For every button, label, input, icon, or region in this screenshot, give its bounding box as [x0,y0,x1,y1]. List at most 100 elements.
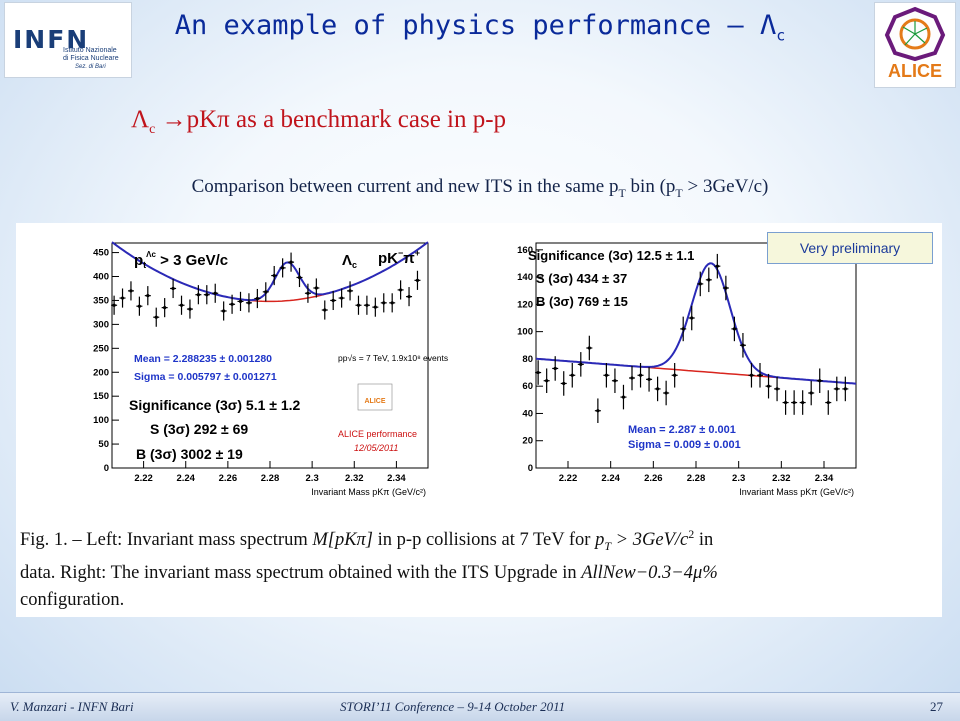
left-data-marker [146,294,150,298]
caption-text: in [694,530,714,551]
right-sigma-label: Sigma = 0.009 ± 0.001 [628,439,741,451]
left-ytick-label: 150 [93,391,109,402]
left-data-marker [289,260,293,264]
left-data-marker [213,291,217,295]
right-xlabel: Invariant Mass pKπ (GeV/c²) [739,487,854,497]
left-data-marker [314,286,318,290]
right-data-marker [766,384,771,388]
right-data-marker [792,400,796,405]
left-data-marker [196,293,200,297]
caption-text: data. Right: The invariant mass spectrum… [20,562,582,583]
left-data-marker [306,291,310,295]
right-ytick-label: 140 [517,272,533,283]
right-data-marker [758,373,762,377]
very-preliminary-badge: Very preliminary [767,232,933,264]
footer-bar: V. Manzari - INFN Bari STORI’11 Conferen… [0,692,960,721]
right-data-marker [647,377,651,381]
left-ytick-label: 200 [93,367,109,378]
right-data-marker [579,362,583,366]
left-date: 12/05/2011 [354,443,398,453]
subtitle-text: pKπ as a benchmark case in p-p [186,106,507,133]
left-xtick-label: 2.24 [176,473,195,484]
left-alice-logo-text: ALICE [365,398,386,405]
comparison-part: Comparison between current and new ITS i… [191,176,619,197]
left-ytick-label: 350 [93,295,109,306]
left-lambda-label: Λc [342,252,357,270]
right-xtick-label: 2.24 [601,473,620,484]
right-data-marker [587,346,591,350]
infn-logo-line: Sez. di Bari [75,64,106,70]
right-data-marker [698,282,702,286]
left-ptcut-label: ptΛc > 3 GeV/c [134,250,228,270]
left-xtick-label: 2.28 [261,473,280,484]
right-data-marker [604,373,609,377]
left-data-marker [205,293,209,297]
left-xtick-label: 2.22 [134,473,153,484]
left-data-marker [399,288,403,292]
left-data-marker [297,275,302,280]
right-signal-fit-line [535,262,857,385]
infn-logo-line: di Fisica Nucleare [63,55,119,62]
right-ytick-label: 40 [522,408,533,419]
caption-math: p [595,530,605,551]
left-data-marker [407,295,411,299]
slide-title-subscript: c [776,26,786,45]
right-ytick-label: 80 [522,354,533,365]
right-ytick-label: 100 [517,327,533,338]
right-chart-annotations: Significance (3σ) 12.5 ± 1.1 S (3σ) 434 … [528,248,854,497]
right-data-marker [656,387,660,391]
left-data-marker [348,289,352,293]
right-xtick-label: 2.26 [644,473,663,484]
right-data-marker [553,366,557,371]
footer-page-number: 27 [930,699,943,714]
subtitle: Λc →pKπ as a benchmark case in p-p [131,106,506,138]
left-data-marker [163,306,167,310]
left-xtick-label: 2.34 [387,473,406,484]
infn-logo-word: INFN [13,25,90,54]
infn-logo-line: Istituto Nazionale [63,47,117,54]
caption-text: configuration. [20,589,125,610]
right-data-marker [826,400,830,405]
caption-math: > 3GeV/c [611,530,689,551]
right-data-marker [673,373,677,377]
figure-panel: 2.22 2.24 2.26 2.28 2.3 2.32 2.34 0 20 40 60 80 100 1… [16,223,942,617]
right-significance-label: Significance (3σ) 12.5 ± 1.1 [528,248,694,263]
left-ytick-label: 300 [93,319,109,330]
right-data-marker [784,400,788,405]
right-data-marker [818,379,822,383]
right-data-marker [724,286,728,290]
left-data-marker [331,298,335,303]
comparison-subscript: T [675,185,683,200]
right-xtick-label: 2.28 [687,473,706,484]
alice-logo-word: ALICE [888,61,942,81]
right-ytick-label: 60 [522,381,533,392]
right-xtick-label: 2.22 [559,473,578,484]
right-data-marker [801,400,805,405]
left-ytick-label: 400 [93,272,109,283]
left-data-marker [365,303,369,307]
caption-text: Fig. 1. – Left: Invariant mass spectrum [20,530,313,551]
left-xlabel: Invariant Mass pKπ (GeV/c²) [311,487,426,497]
left-data-marker [382,301,386,305]
left-data-marker [264,290,268,294]
right-background-label: B (3σ) 769 ± 15 [536,294,628,309]
right-data-marker [681,327,685,331]
slide-title: An example of physics performance – Λc [0,10,960,44]
left-ytick-label: 250 [93,343,109,354]
footer-conference: STORI’11 Conference – 9-14 October 2011 [340,699,566,714]
left-ytick-label: 0 [104,463,109,474]
comparison-part: > 3GeV/c) [682,176,769,197]
subtitle-lambda: Λ [131,106,150,133]
right-data-marker [613,379,617,383]
left-data-marker [154,315,158,319]
left-data-marker [137,304,141,308]
left-channel-label: pK−π+ [378,248,420,267]
right-data-marker [621,395,626,399]
right-xtick-label: 2.34 [815,473,834,484]
right-data-marker [775,387,779,391]
left-data-marker [129,289,133,293]
right-data-marker [562,381,566,386]
left-data-marker [171,286,175,291]
slide-title-text: An example of physics performance – Λ [174,10,777,41]
comparison-text: Comparison between current and new ITS i… [0,176,960,201]
